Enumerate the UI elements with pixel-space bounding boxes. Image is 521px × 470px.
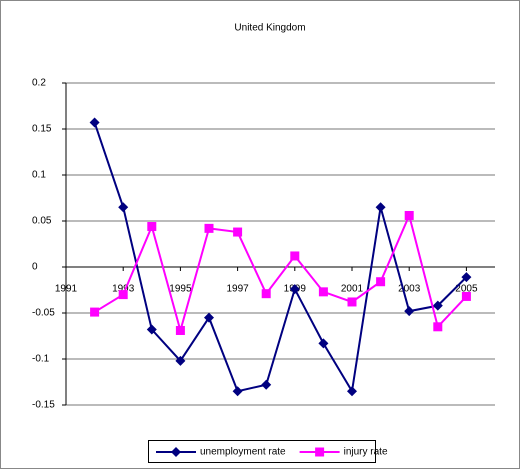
x-tick-label: 1991 [55, 284, 78, 295]
marker [147, 222, 157, 232]
marker [175, 325, 185, 335]
y-tick-label: 0 [32, 262, 38, 273]
y-tick-label: 0.2 [32, 78, 46, 89]
marker [89, 117, 100, 128]
marker [347, 297, 357, 307]
marker [289, 284, 300, 295]
marker [404, 306, 415, 317]
marker [204, 312, 214, 323]
marker [171, 447, 181, 457]
x-tick-label: 2001 [341, 284, 364, 295]
marker [375, 202, 386, 213]
marker [461, 272, 472, 283]
marker [261, 289, 271, 299]
x-tick-label: 1995 [169, 284, 192, 295]
marker [290, 251, 300, 261]
marker [315, 447, 325, 457]
y-tick-label: 0.1 [32, 170, 46, 181]
marker [404, 210, 414, 220]
x-tick-label: 1993 [112, 284, 135, 295]
chart-title: United Kingdom [234, 23, 305, 34]
marker [318, 338, 329, 349]
marker [90, 307, 100, 317]
marker [233, 227, 243, 237]
marker [232, 386, 243, 397]
marker [347, 386, 357, 397]
marker [204, 223, 214, 233]
marker [432, 300, 443, 311]
marker [261, 379, 272, 390]
x-tick-label: 2003 [398, 284, 421, 295]
marker [118, 202, 129, 213]
marker [461, 291, 471, 301]
marker [146, 324, 157, 335]
y-tick-label: 0.15 [32, 124, 52, 135]
y-tick-label: 0.05 [32, 216, 52, 227]
legend-label: unemployment rate [200, 447, 286, 458]
marker [318, 287, 328, 297]
y-tick-label: -0.05 [32, 308, 55, 319]
legend-label: injury rate [344, 447, 388, 458]
series-line [93, 122, 468, 395]
x-tick-label: 2005 [455, 284, 478, 295]
series-line [94, 212, 468, 335]
marker [433, 322, 443, 332]
marker [175, 355, 186, 366]
legend-box [148, 440, 376, 463]
marker [118, 290, 128, 300]
y-tick-label: -0.15 [32, 400, 55, 411]
marker [376, 277, 386, 287]
y-tick-label: -0.1 [32, 354, 50, 365]
x-tick-label: 1997 [226, 284, 249, 295]
